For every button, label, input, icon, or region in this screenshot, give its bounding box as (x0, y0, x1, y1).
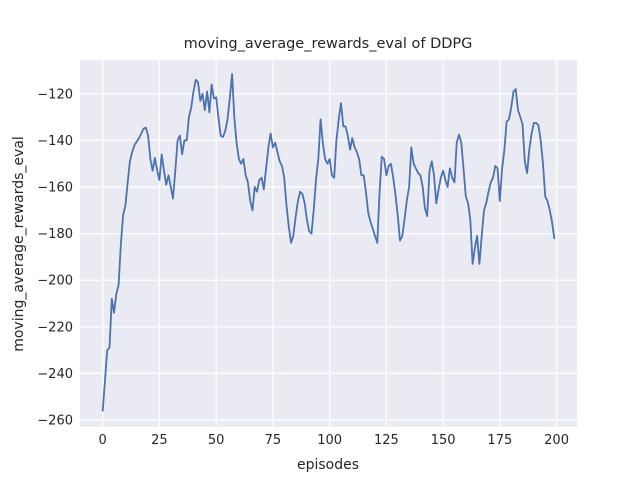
data-series (101, 73, 556, 412)
plot-area (80, 60, 577, 427)
y-tick-label: −200 (37, 274, 73, 289)
x-tick-label: 125 (374, 433, 399, 448)
chart-title: moving_average_rewards_eval of DDPG (184, 36, 473, 52)
x-tick-label: 50 (208, 433, 225, 448)
y-tick-label: −120 (37, 87, 73, 102)
y-axis-label: moving_average_rewards_eval (11, 136, 27, 352)
x-tick-label: 200 (544, 433, 569, 448)
x-tick-label: 100 (317, 433, 342, 448)
x-tick-label: 150 (431, 433, 456, 448)
tick-labels: 0 25 50 75 100 125 150 175 200 −260 −240 −220 −200 −1… (37, 87, 569, 448)
y-tick-label: −240 (37, 367, 73, 382)
y-tick-label: −180 (37, 227, 73, 242)
y-tick-label: −160 (37, 180, 73, 195)
gridlines (80, 60, 577, 427)
x-tick-label: 75 (265, 433, 282, 448)
x-axis-label: episodes (297, 457, 359, 473)
y-tick-label: −260 (37, 414, 73, 429)
x-tick-label: 0 (99, 433, 107, 448)
line-moving_average_rewards_eval (101, 73, 556, 412)
x-tick-label: 25 (151, 433, 168, 448)
y-tick-label: −220 (37, 320, 73, 335)
y-tick-label: −140 (37, 134, 73, 149)
x-tick-label: 175 (487, 433, 512, 448)
